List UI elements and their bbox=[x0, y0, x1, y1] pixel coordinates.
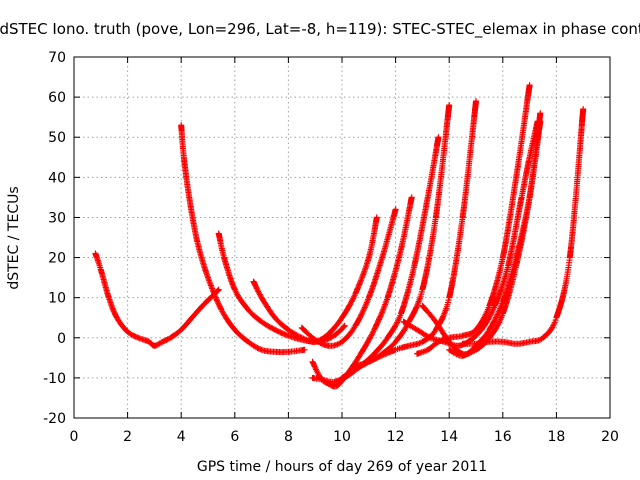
data-series bbox=[92, 82, 587, 390]
series-arc-14 bbox=[459, 106, 587, 347]
y-tick-label: 10 bbox=[48, 291, 66, 307]
x-tick-label: 8 bbox=[284, 429, 293, 445]
x-tick-label: 10 bbox=[333, 429, 351, 445]
y-tick-label: 30 bbox=[48, 210, 66, 226]
series-markers bbox=[178, 122, 308, 356]
series-arc-2 bbox=[178, 122, 308, 356]
y-tick-label: 60 bbox=[48, 90, 66, 106]
y-axis-label: dSTEC / TECUs bbox=[6, 186, 22, 289]
series-markers bbox=[309, 134, 442, 385]
series-markers bbox=[298, 206, 399, 349]
series-arc-7 bbox=[309, 134, 442, 385]
y-tick-label: 40 bbox=[48, 170, 66, 186]
series-arc-13 bbox=[446, 118, 544, 359]
series-markers bbox=[459, 106, 587, 347]
x-tick-label: 2 bbox=[123, 429, 132, 445]
series-markers bbox=[309, 194, 415, 390]
y-tick-label: 50 bbox=[48, 130, 66, 146]
series-arc-4 bbox=[250, 214, 380, 345]
grid bbox=[74, 57, 610, 418]
y-axis: -20 -10 0 10 20 30 40 50 60 70 bbox=[43, 50, 610, 427]
y-tick-label: -10 bbox=[43, 371, 66, 387]
x-tick-label: 6 bbox=[230, 429, 239, 445]
x-tick-label: 12 bbox=[387, 429, 405, 445]
x-tick-label: 14 bbox=[440, 429, 458, 445]
series-markers bbox=[92, 250, 222, 349]
x-axis-label: GPS time / hours of day 269 of year 2011 bbox=[197, 459, 487, 475]
chart-title: dSTEC Iono. truth (pove, Lon=296, Lat=-8… bbox=[0, 20, 640, 39]
x-tick-label: 20 bbox=[601, 429, 619, 445]
y-tick-label: -20 bbox=[43, 411, 66, 427]
x-axis: 0 2 4 6 8 10 12 14 16 18 20 bbox=[70, 57, 619, 445]
x-tick-label: 0 bbox=[70, 429, 79, 445]
y-tick-label: 70 bbox=[48, 50, 66, 66]
x-tick-label: 16 bbox=[494, 429, 512, 445]
series-arc-6 bbox=[309, 194, 415, 390]
series-markers bbox=[250, 214, 380, 345]
x-tick-label: 18 bbox=[547, 429, 565, 445]
series-arc-5 bbox=[298, 206, 399, 349]
series-markers bbox=[446, 118, 544, 359]
y-tick-label: 0 bbox=[57, 331, 66, 347]
y-tick-label: 20 bbox=[48, 251, 66, 267]
x-tick-label: 4 bbox=[177, 429, 186, 445]
series-arc-1 bbox=[92, 250, 222, 349]
